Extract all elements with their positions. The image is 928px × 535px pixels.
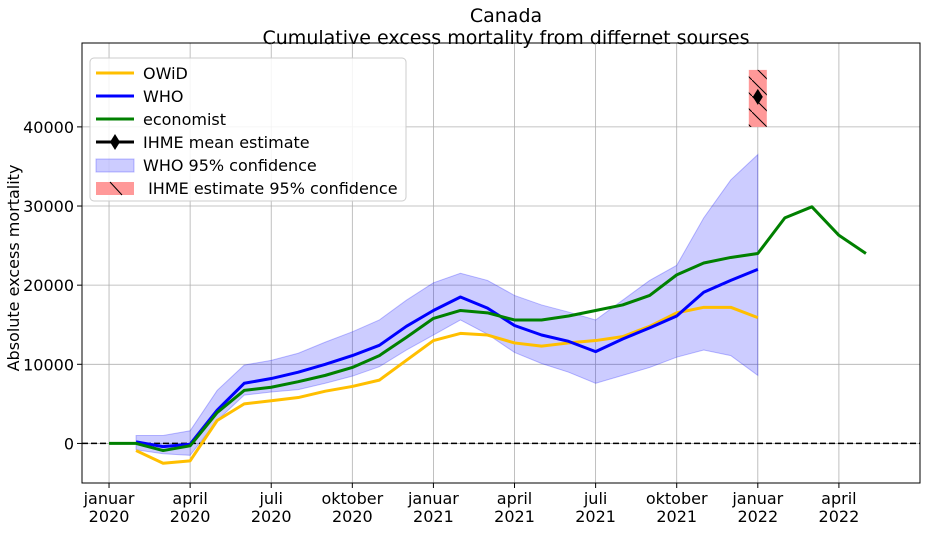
x-tick-label: juli bbox=[258, 489, 282, 508]
y-tick-label: 20000 bbox=[23, 276, 74, 295]
x-tick-label: oktober bbox=[321, 489, 383, 508]
legend-swatch bbox=[95, 158, 135, 173]
legend-label: WHO 95% confidence bbox=[143, 156, 317, 175]
legend-swatch bbox=[110, 134, 120, 150]
x-tick-label: 2022 bbox=[737, 507, 778, 526]
plot-frame bbox=[81, 42, 921, 484]
ihme-point bbox=[752, 88, 763, 105]
y-tick-label: 30000 bbox=[23, 197, 74, 216]
y-tick-label: 40000 bbox=[23, 118, 74, 137]
legend-label: OWiD bbox=[143, 64, 188, 83]
legend-label: IHME estimate 95% confidence bbox=[143, 179, 398, 198]
legend-label: economist bbox=[143, 110, 226, 129]
x-tick-label: 2021 bbox=[494, 507, 535, 526]
x-tick-label: januar bbox=[731, 489, 783, 508]
y-axis-label: Absolute excess mortality bbox=[4, 165, 23, 372]
x-tick-label: april bbox=[172, 489, 207, 508]
legend-label: IHME mean estimate bbox=[143, 133, 310, 152]
y-tick-label: 10000 bbox=[23, 355, 74, 374]
chart-title: Canada bbox=[470, 5, 542, 27]
x-tick-label: 2021 bbox=[656, 507, 697, 526]
x-tick-label: januar bbox=[83, 489, 135, 508]
series-line bbox=[135, 305, 759, 465]
x-tick-label: april bbox=[497, 489, 532, 508]
series-line bbox=[135, 267, 759, 449]
x-tick-label: 2021 bbox=[575, 507, 616, 526]
x-tick-label: 2020 bbox=[170, 507, 211, 526]
legend: OWiD WHO economist IHME mean estimate WHO 95… bbox=[89, 57, 407, 202]
y-tick-label: 0 bbox=[64, 434, 74, 453]
legend-box bbox=[89, 57, 407, 202]
x-tick-label: 2021 bbox=[413, 507, 454, 526]
x-tick-label: oktober bbox=[646, 489, 708, 508]
x-tick-label: 2020 bbox=[89, 507, 130, 526]
x-tick-label: 2022 bbox=[819, 507, 860, 526]
x-tick-label: januar bbox=[407, 489, 459, 508]
legend-swatch-hatch bbox=[109, 181, 123, 196]
x-tick-label: april bbox=[821, 489, 856, 508]
legend-label: WHO bbox=[143, 87, 183, 106]
legend-swatch bbox=[96, 182, 134, 195]
x-tick-label: juli bbox=[583, 489, 607, 508]
x-tick-label: 2020 bbox=[251, 507, 292, 526]
x-tick-label: 2020 bbox=[332, 507, 373, 526]
series-line bbox=[109, 205, 867, 453]
